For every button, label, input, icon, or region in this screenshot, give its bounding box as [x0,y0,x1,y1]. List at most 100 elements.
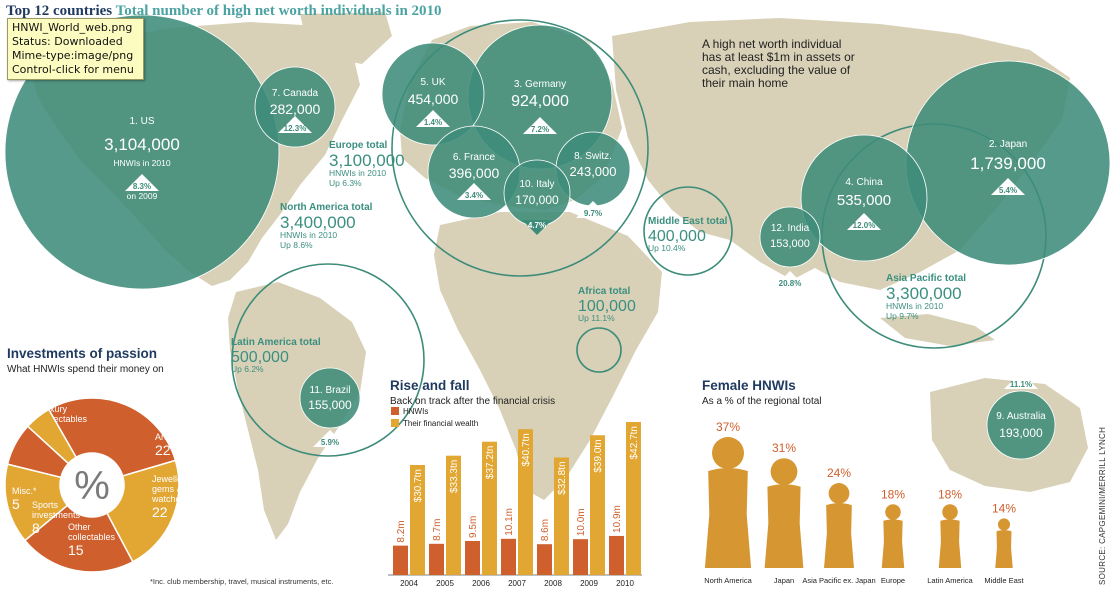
bar [537,544,552,575]
figure-value: 24% [827,466,851,480]
figure-head [770,458,798,486]
change-triangle [991,178,1025,195]
pie-chart: Luxurycollectables29Art22Jewellery,gems … [4,397,191,573]
figure-value: 31% [772,441,796,455]
pie-title: Investments of passion [7,346,157,361]
bubble-rank: 8. [574,151,582,162]
bubble-country: China [854,177,883,188]
change-triangle [278,116,312,133]
region-sub: HNWIs in 2010 [329,168,386,178]
bubble-label: 9. Australia [996,411,1046,422]
bubble-country: France [461,152,495,163]
region-change: Up 10.4% [648,243,686,253]
region-sub: HNWIs in 2010 [886,301,943,311]
bubble-country: UK [429,77,446,88]
pie-label: Misc.* [12,486,37,496]
figure-value: 18% [881,487,905,501]
bubble-uk [381,42,485,146]
pie-subtitle: What HNWIs spend their money on [7,364,164,375]
region-change: Up 6.3% [329,178,362,188]
bubble-label: 5. UK [420,77,445,88]
bubble-label: 2. Japan [989,139,1027,150]
pie-label: Luxury collectables [40,404,88,424]
bar-data-label: $33.3tn [449,460,460,493]
bubble-label: 6. France [453,152,496,163]
figure-category: Middle East [984,576,1024,585]
bubble-value: 535,000 [837,192,891,209]
legend-label: HNWIs [403,407,428,416]
change-value: 8.3% [133,182,151,191]
pie-label-line: collectables [68,532,116,542]
bar [573,539,588,575]
change-value: 5.9% [321,438,339,447]
bubble-canada [254,66,336,148]
bubble-label: 7. Canada [272,88,319,99]
change-triangle [847,213,881,230]
bubble-country: Brazil [323,385,351,396]
bar [446,455,461,575]
female-hnwis-section: Female HNWIs As a % of the regional tota… [702,378,1025,585]
bar-data-label: $42.7tn [629,426,640,459]
figure-body [764,484,804,568]
figure-value: 14% [992,501,1016,515]
pie-value: 15 [68,542,84,558]
region-name: North America total [280,202,373,213]
tooltip-line: Control-click for menu [12,63,134,76]
legend-swatch [391,419,399,427]
bubble-brazil [299,367,361,429]
bar-data-label: $37.2tn [485,446,496,479]
bubble-value: 924,000 [511,93,569,110]
bubble-value: 3,104,000 [104,135,180,154]
bar [393,545,408,575]
change-triangle [522,220,552,235]
bar-data-label: $40.7tn [521,433,532,466]
bar-data-label: 8.2m [396,520,407,542]
change-triangle [1004,372,1038,389]
bubble-value: 396,000 [449,165,500,181]
bubble-label: 8. Switz. [574,151,612,162]
pie-label-line: Jewellery, [152,474,191,484]
bar [590,435,605,575]
change-value: 1.4% [424,118,442,127]
bar [482,441,497,575]
region-change: Up 8.6% [280,240,313,250]
change-value: 12.0% [853,221,876,230]
pie-label: Jewellery, gems & watches [151,474,191,504]
bubble-rank: 7. [272,88,280,99]
bubble-rank: 11. [310,385,323,396]
bar-category-label: 2007 [508,579,526,588]
bar-data-label: 8.6m [540,519,551,541]
bubble-value: 243,000 [570,164,617,179]
bubble-label: 12. India [771,223,810,234]
pie-label: Sports investments [32,500,81,520]
change-note: on 2009 [127,191,158,201]
legend-swatch [391,407,399,415]
figure-category: Japan [774,576,794,585]
pie-label: Other collectables [68,522,116,542]
bar [501,538,516,575]
bar [410,464,425,575]
bubble-label: 3. Germany [514,79,566,90]
bubble-value: 155,000 [308,398,352,412]
bar-category-label: 2008 [544,579,562,588]
file-tooltip: HNWI_World_web.png Status: Downloaded Mi… [7,18,144,80]
pie-label-line: Misc.* [12,486,37,496]
region-name: Asia Pacific total [886,273,966,284]
legend-label: Their financial wealth [403,419,478,428]
bar-category-label: 2006 [472,579,490,588]
figure-value: 18% [938,487,962,501]
bar [518,429,533,575]
pie-label-line: Art [155,432,167,442]
region-change: Up 11.1% [578,313,615,323]
definition-line: their main home [702,76,788,90]
tooltip-line: HNWI_World_web.png [12,21,133,34]
definition-text: A high net worth individual has at least … [702,37,855,90]
map-greenland [300,12,392,64]
bar-data-label: 8.7m [432,519,443,541]
bar-legend: HNWIs Their financial wealth [391,407,478,428]
region-value: 400,000 [648,228,706,245]
pie-center-label: % [74,464,110,508]
